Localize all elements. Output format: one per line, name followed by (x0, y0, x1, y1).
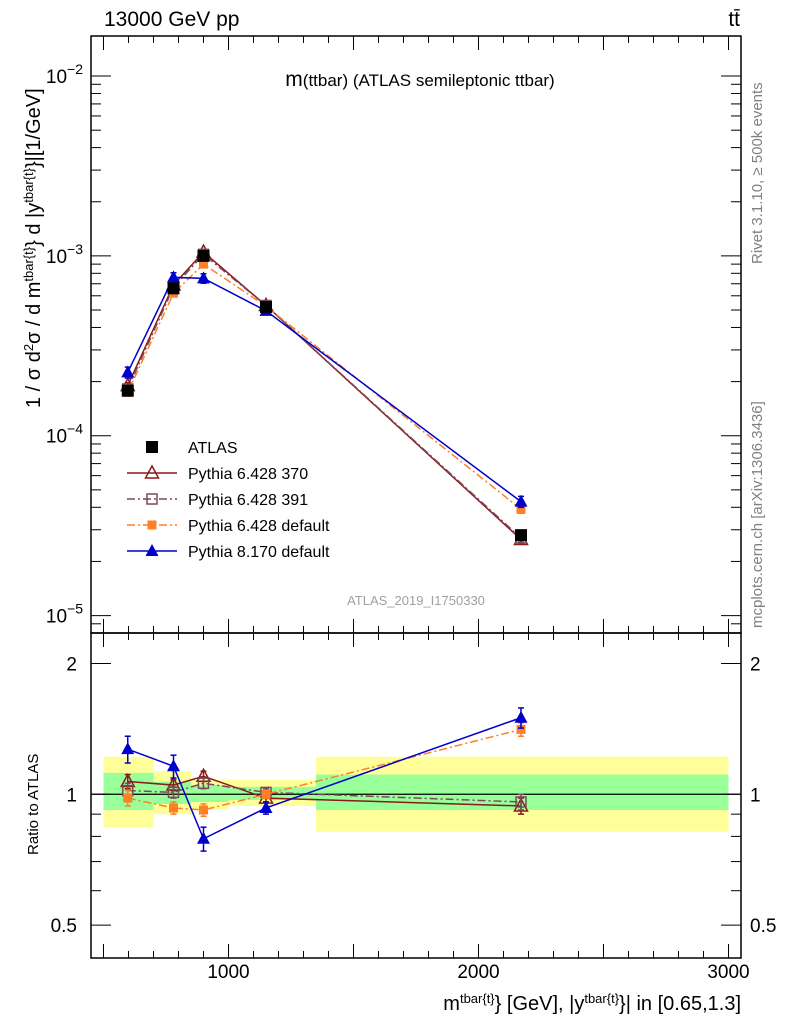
data-point (515, 529, 527, 542)
y-tick-label: 10−5 (46, 601, 83, 628)
series-pythia-6-428-default (123, 259, 526, 515)
data-point (167, 759, 180, 772)
data-point (197, 249, 210, 262)
x-tick-label: 3000 (707, 962, 749, 983)
data-point (167, 786, 180, 799)
legend-marker (146, 493, 158, 505)
legend-entry: ATLAS (146, 440, 238, 457)
y-tick-label-left: 0.5 (51, 916, 77, 937)
legend-entry: Pythia 6.428 default (127, 518, 330, 535)
main-y-axis-label: 1 / σ d2σ / d mtbar{t}} d |ytbar{t}}|[1/… (21, 88, 46, 408)
legend-label: ATLAS (188, 440, 238, 457)
data-point (197, 777, 210, 790)
data-point (167, 270, 180, 283)
legend-marker (144, 464, 160, 479)
data-point (199, 259, 208, 269)
y-tick-label-right: 1 (750, 785, 761, 806)
band-inner (316, 774, 729, 811)
mcplots-label: mcplots.cern.ch [arXiv:1306.3436] (749, 401, 766, 628)
ratio-axes: 1000 2000 3000 0.5 0.5 1 1 2 2 (51, 632, 776, 983)
data-point (121, 365, 135, 378)
series-pythia-6-428-370 (119, 243, 529, 546)
series-pythia-8-170-default (121, 707, 528, 852)
legend-entry: Pythia 6.428 370 (127, 464, 308, 483)
data-point (197, 271, 210, 284)
data-point (514, 494, 528, 507)
analysis-watermark: ATLAS_2019_I1750330 (347, 593, 485, 608)
rivet-version-label: Rivet 3.1.10, ≥ 500k events (749, 82, 766, 264)
main-panel: 10−5 10−4 10−3 10−2 m(ttbar) (ATLAS semilep… (46, 35, 742, 647)
data-point (513, 797, 529, 812)
legend-label: Pythia 6.428 default (188, 518, 330, 535)
legend-marker (145, 544, 159, 556)
series-pythia-8-170-default (121, 270, 528, 509)
data-point (167, 282, 180, 295)
series-pythia-6-428-default (123, 722, 526, 818)
chart-title: m(ttbar) (ATLAS semileptonic ttbar) (285, 68, 554, 91)
data-point (169, 803, 178, 813)
data-point (197, 831, 210, 844)
y-tick-label-right: 2 (750, 654, 761, 675)
data-point (123, 793, 133, 803)
ratio-series-layer (119, 707, 529, 852)
legend-label: Pythia 8.170 default (188, 544, 330, 561)
legend-entry: Pythia 6.428 391 (127, 492, 308, 509)
data-point (121, 384, 134, 397)
series-line (127, 253, 522, 539)
legend: ATLAS Pythia 6.428 370 Pythia 6.428 391 Pyt… (127, 440, 330, 561)
series-line (127, 251, 522, 541)
series-atlas (121, 249, 527, 542)
y-tick-label: 10−4 (46, 421, 83, 448)
data-point (515, 796, 527, 808)
header-process-label: tt̄ (728, 8, 740, 31)
y-tick-label-right: 0.5 (750, 916, 776, 937)
x-tick-label: 1000 (207, 962, 249, 983)
y-tick-label-left: 1 (66, 785, 77, 806)
data-point (516, 504, 526, 514)
legend-label: Pythia 6.428 391 (188, 492, 308, 509)
data-point (121, 742, 135, 755)
series-line (127, 276, 522, 503)
ratio-panel: 1000 2000 3000 0.5 0.5 1 1 2 2 (51, 632, 776, 983)
header-beam-label: 13000 GeV pp (104, 8, 239, 31)
legend-label: Pythia 6.428 370 (188, 466, 308, 483)
data-point (259, 800, 273, 813)
data-point (514, 710, 528, 723)
ratio-frame (90, 632, 742, 959)
data-point (199, 805, 208, 815)
legend-marker (147, 520, 157, 530)
ratio-y-axis-label: Ratio to ATLAS (25, 754, 42, 855)
series-line (127, 263, 522, 510)
x-axis-label: mtbar{t}} [GeV], |ytbar{t}}| in [0.65,1.… (443, 991, 741, 1016)
ratio-uncertainty-bands (91, 756, 741, 832)
data-point (516, 724, 526, 734)
series-pythia-6-428-391 (122, 248, 527, 544)
y-tick-label-left: 2 (66, 654, 77, 675)
data-point (261, 789, 271, 799)
y-tick-label: 10−3 (46, 241, 83, 268)
band-inner (191, 785, 229, 802)
x-tick-label: 2000 (457, 962, 499, 983)
series-line (127, 782, 522, 803)
legend-entry: Pythia 8.170 default (127, 544, 330, 561)
legend-marker (146, 441, 158, 453)
main-series-layer (119, 243, 529, 546)
y-tick-label: 10−2 (46, 61, 83, 88)
data-point (260, 300, 272, 313)
